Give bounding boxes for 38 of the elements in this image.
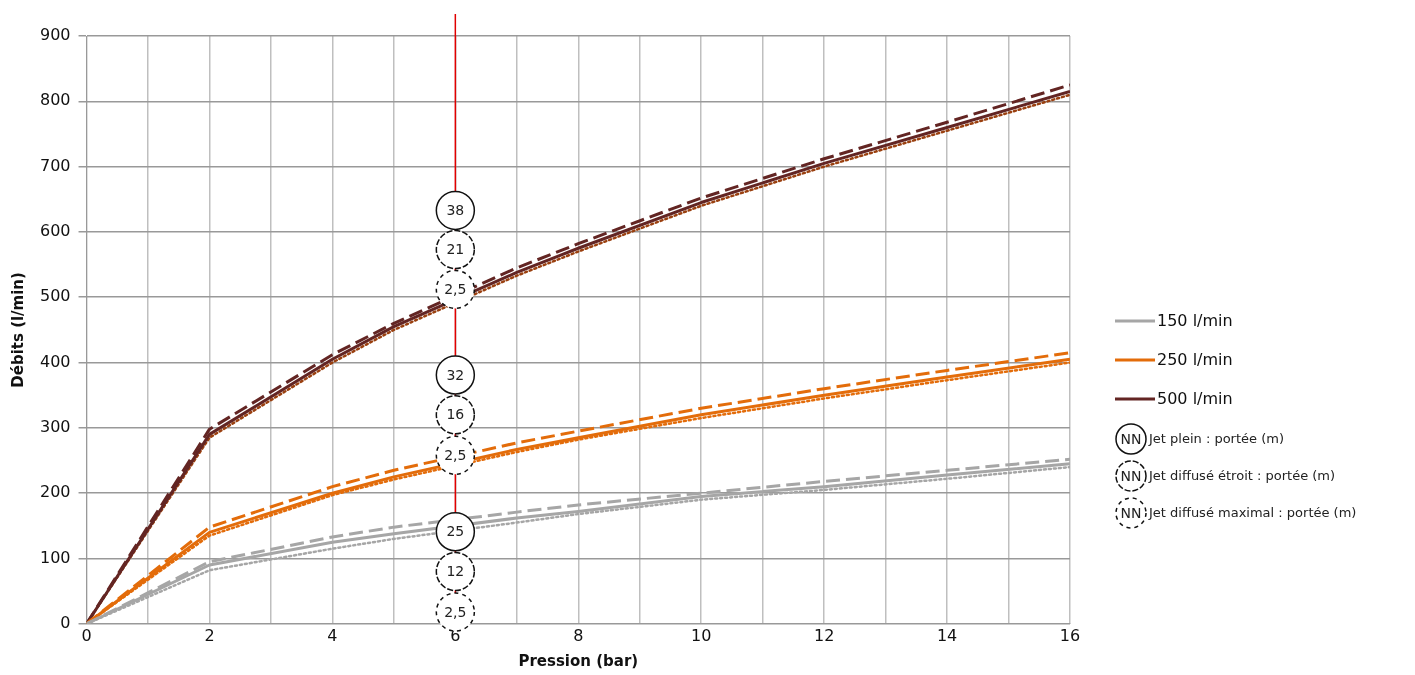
text: Jet diffusé étroit : portée (m)	[1148, 468, 1336, 484]
y-tick-label: 0	[60, 612, 71, 632]
annotation: 2,5	[444, 446, 467, 463]
annotation: 16	[446, 406, 465, 423]
x-tick-label: 4	[327, 625, 338, 645]
y-tick-label: 700	[39, 155, 71, 175]
x-tick-label: 12	[813, 625, 835, 645]
text: NN	[1120, 430, 1142, 447]
y-tick-label: 100	[39, 547, 71, 567]
annotation: 25	[446, 523, 465, 540]
annotation: 2,5	[444, 603, 467, 620]
annotation: 21	[446, 241, 465, 258]
x-tick-label: 2	[204, 625, 215, 645]
text: Jet plein : portée (m)	[1148, 431, 1285, 447]
legend-label: 150 l/min	[1157, 311, 1233, 331]
y-tick-label: 600	[39, 221, 71, 241]
x-tick-label: 16	[1059, 625, 1081, 645]
y-tick-label: 200	[39, 482, 71, 502]
y-axis-title: Débits (l/min)	[8, 272, 27, 388]
legend-label: 250 l/min	[1157, 350, 1233, 370]
y-tick-label: 500	[39, 286, 71, 306]
annotation: 38	[446, 202, 465, 219]
text: NN	[1120, 504, 1142, 521]
legend-label: 500 l/min	[1157, 389, 1233, 409]
x-axis-title: Pression (bar)	[518, 651, 639, 670]
x-tick-label: 8	[573, 625, 584, 645]
y-tick-label: 800	[39, 90, 71, 110]
y-tick-label: 400	[39, 351, 71, 371]
text: NN	[1120, 467, 1142, 484]
y-tick-label: 300	[39, 417, 71, 437]
x-tick-label: 0	[81, 625, 92, 645]
annotation: 12	[446, 563, 465, 580]
x-tick-label: 14	[936, 625, 958, 645]
annotation: 2,5	[444, 281, 467, 298]
text: Jet diffusé maximal : portée (m)	[1148, 505, 1357, 521]
annotation: 32	[446, 366, 465, 383]
x-tick-label: 10	[691, 625, 712, 645]
y-tick-label: 900	[39, 25, 71, 45]
